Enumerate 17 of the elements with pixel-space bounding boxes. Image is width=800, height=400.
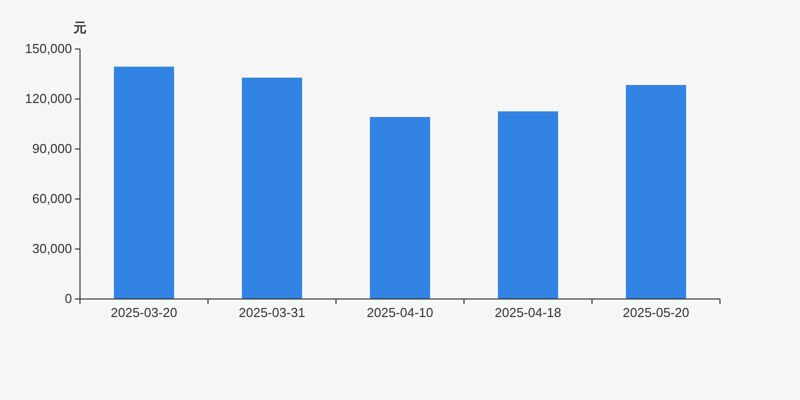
- x-tick-label: 2025-04-10: [366, 305, 434, 320]
- bar: [498, 111, 558, 299]
- bar: [242, 78, 302, 299]
- y-tick-label: 0: [64, 291, 72, 306]
- y-tick-label: 120,000: [25, 91, 72, 106]
- y-tick-label: 60,000: [32, 191, 72, 206]
- x-tick-label: 2025-05-20: [622, 305, 690, 320]
- x-tick-label: 2025-04-18: [494, 305, 562, 320]
- bar: [114, 66, 174, 299]
- x-tick-label: 2025-03-31: [238, 305, 306, 320]
- y-axis-title: 元: [72, 20, 86, 35]
- y-tick-label: 90,000: [32, 141, 72, 156]
- x-tick-label: 2025-03-20: [110, 305, 178, 320]
- y-tick-label: 150,000: [25, 41, 72, 56]
- y-tick-label: 30,000: [32, 241, 72, 256]
- bar: [370, 117, 430, 299]
- bar: [626, 85, 686, 299]
